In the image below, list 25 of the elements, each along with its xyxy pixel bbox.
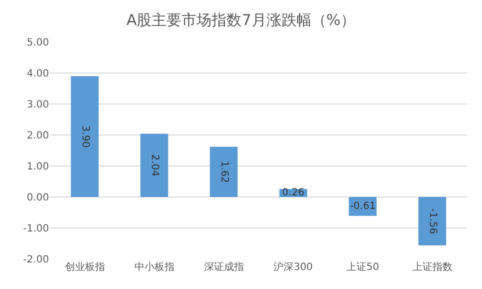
y-tick-label: -1.00 bbox=[23, 224, 49, 234]
y-tick-label: 1.00 bbox=[26, 162, 49, 172]
chart-title: A股主要市场指数7月涨跌幅（%） bbox=[126, 10, 356, 29]
x-tick-label: 上证指数 bbox=[412, 261, 452, 273]
data-label: 0.26 bbox=[282, 187, 304, 198]
y-tick-label: -2.00 bbox=[23, 254, 49, 266]
y-tick-label: 0.00 bbox=[26, 192, 49, 204]
data-label: 3.90 bbox=[79, 125, 90, 148]
x-tick-label: 沪深300 bbox=[274, 261, 313, 273]
x-tick-label: 创业板指 bbox=[64, 261, 105, 273]
x-tick-label: 深证成指 bbox=[204, 261, 244, 273]
x-tick-label: 上证50 bbox=[346, 261, 380, 273]
bar bbox=[210, 146, 238, 197]
data-label: -1.56 bbox=[426, 208, 438, 234]
x-tick-label: 中小板指 bbox=[134, 261, 174, 273]
data-label: 2.04 bbox=[148, 154, 160, 177]
y-tick-label: 3.00 bbox=[26, 100, 49, 110]
bar bbox=[418, 197, 446, 246]
data-label: -0.61 bbox=[350, 200, 376, 212]
y-tick-label: 5.00 bbox=[26, 38, 49, 48]
y-tick-label: 4.00 bbox=[26, 68, 49, 80]
y-tick-label: 2.00 bbox=[26, 130, 49, 142]
bar bbox=[140, 134, 168, 197]
data-label: 1.62 bbox=[218, 160, 230, 184]
bar bbox=[70, 76, 99, 197]
